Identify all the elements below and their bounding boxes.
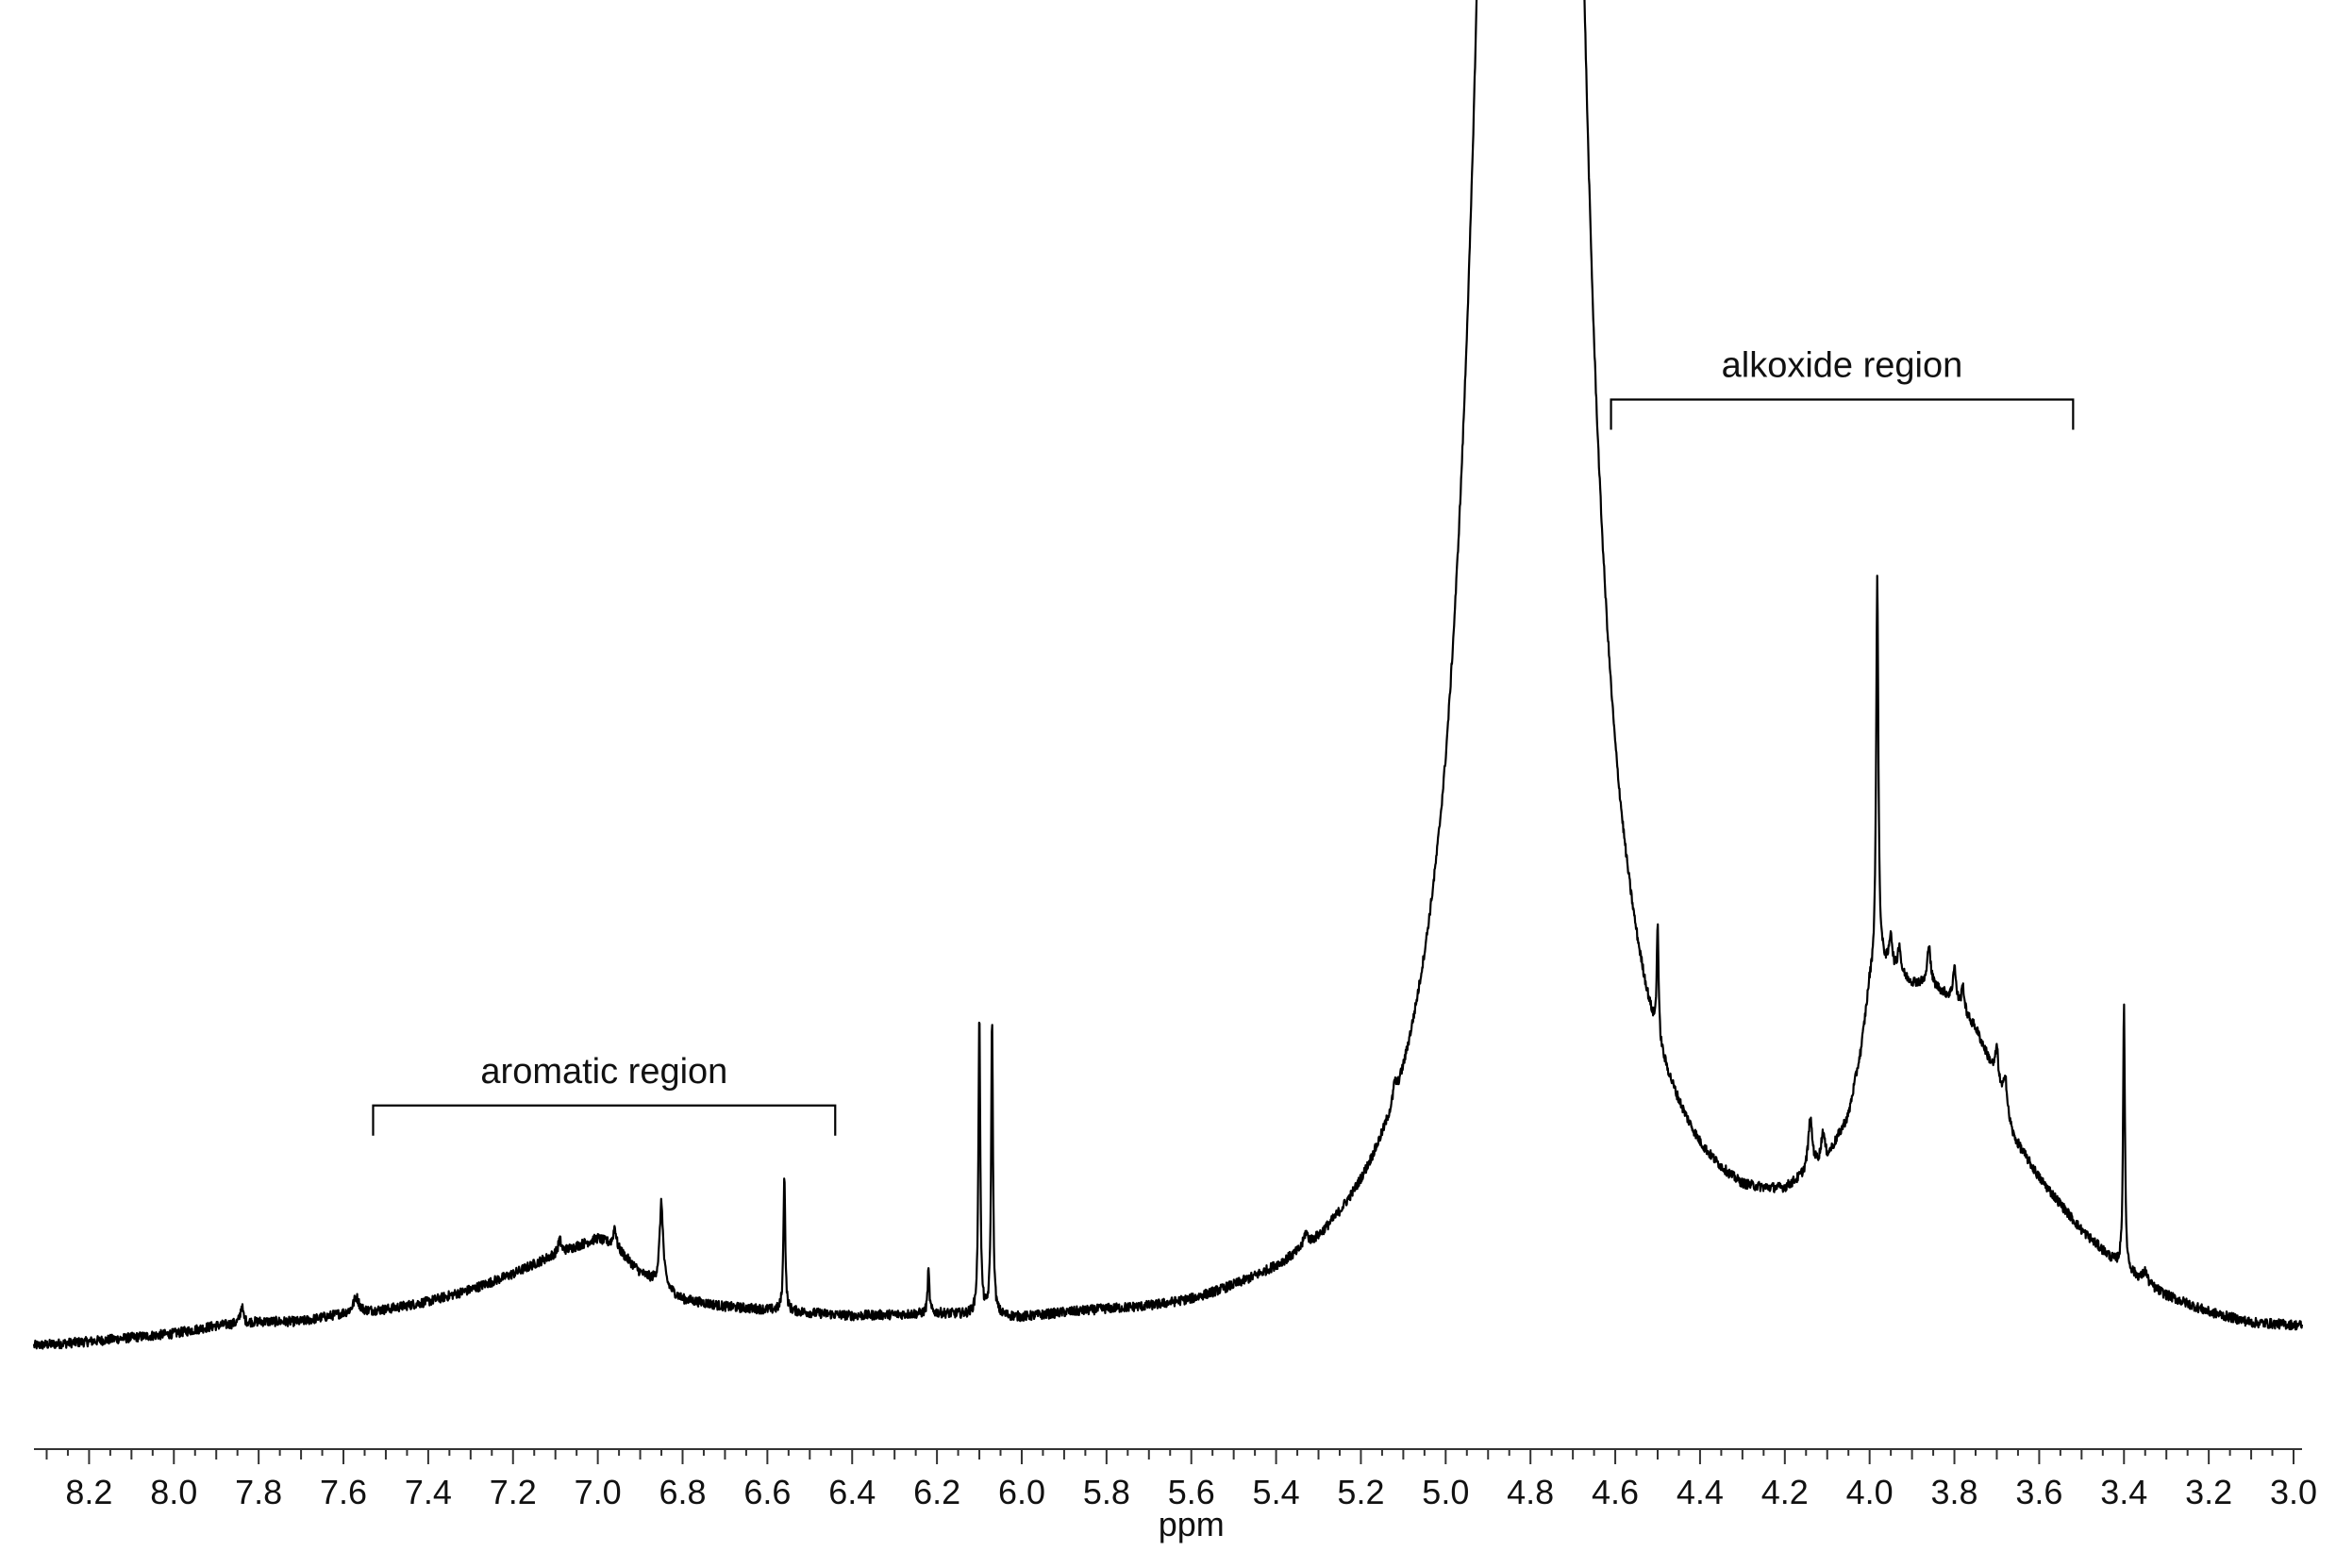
x-tick-label: 7.6 xyxy=(320,1473,367,1511)
x-tick-label: 4.6 xyxy=(1592,1473,1639,1511)
x-tick-label: 8.2 xyxy=(65,1473,112,1511)
region-label: aromatic region xyxy=(480,1052,727,1092)
x-tick-label: 4.8 xyxy=(1507,1473,1554,1511)
region-bracket-line xyxy=(372,1104,837,1136)
x-tick-label: 4.0 xyxy=(1846,1473,1894,1511)
x-axis-ticks: 8.2 8.0 7.8 7.6 7.4 7.2 7.0 6.8 6.6 6.4 6.2 6.0 5.8 5… xyxy=(45,1449,2317,1511)
x-axis-label: ppm xyxy=(1159,1505,1225,1543)
x-tick-label: 5.4 xyxy=(1253,1473,1300,1511)
x-tick-label: 7.0 xyxy=(575,1473,622,1511)
x-tick-label: 7.8 xyxy=(235,1473,282,1511)
region-label: alkoxide region xyxy=(1722,346,1963,386)
region-bracket: alkoxide region xyxy=(1610,346,2075,430)
x-tick-label: 7.4 xyxy=(405,1473,452,1511)
x-tick-label: 6.6 xyxy=(743,1473,791,1511)
region-bracket-line xyxy=(1610,398,2075,430)
spectrum-line xyxy=(32,0,2304,1350)
x-tick-label: 6.4 xyxy=(828,1473,876,1511)
x-tick-label: 5.6 xyxy=(1168,1473,1215,1511)
x-tick-label: 5.2 xyxy=(1337,1473,1384,1511)
x-axis: 8.2 8.0 7.8 7.6 7.4 7.2 7.0 6.8 6.6 6.4 6.2 6.0 5.8 5… xyxy=(34,1448,2317,1543)
x-tick-label: 5.0 xyxy=(1422,1473,1469,1511)
x-tick-label: 3.6 xyxy=(2015,1473,2062,1511)
x-tick-label: 4.4 xyxy=(1677,1473,1724,1511)
annotation-layer: aromatic region alkoxide region xyxy=(372,346,2075,1136)
x-tick-label: 6.0 xyxy=(998,1473,1045,1511)
x-tick-label: 6.2 xyxy=(913,1473,960,1511)
region-bracket: aromatic region xyxy=(372,1052,837,1136)
x-tick-label: 6.8 xyxy=(659,1473,706,1511)
x-tick-label: 3.8 xyxy=(1931,1473,1978,1511)
x-tick-label: 4.2 xyxy=(1761,1473,1809,1511)
x-tick-label: 8.0 xyxy=(150,1473,197,1511)
x-tick-label: 7.2 xyxy=(490,1473,537,1511)
x-tick-label: 3.0 xyxy=(2270,1473,2317,1511)
x-tick-label: 3.2 xyxy=(2185,1473,2232,1511)
x-tick-label: 3.4 xyxy=(2100,1473,2147,1511)
x-tick-label: 5.8 xyxy=(1083,1473,1130,1511)
spectrum-layer xyxy=(32,0,2304,1350)
